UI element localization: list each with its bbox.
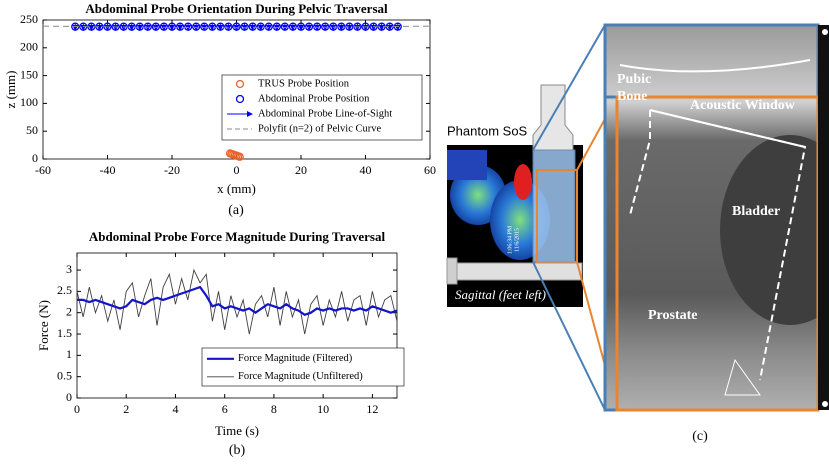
chart-title: Abdominal Probe Orientation During Pelvi…: [85, 1, 388, 16]
probe-body: [532, 149, 576, 263]
y-tick-label: 2.5: [57, 283, 72, 297]
plot-frame: [76, 252, 398, 399]
y-tick-label: 1.5: [57, 326, 72, 340]
zoom-line: [532, 261, 606, 411]
x-tick-label: 0: [234, 163, 240, 177]
phantom-panel: Phantom SoS Sagittal (feet left) 1:06:34…: [446, 84, 583, 307]
timestamp: 1:06:34 PM: [507, 225, 513, 254]
panel-label: (a): [228, 203, 244, 218]
window-line: [629, 110, 651, 216]
series-line: [76, 268, 398, 335]
y-tick-label: 1: [66, 347, 72, 361]
rod: [455, 262, 583, 281]
legend-label: Polyfit (n=2) of Pelvic Curve: [258, 123, 381, 134]
zoom-line: [532, 24, 606, 151]
legend-label: TRUS Probe Position: [258, 78, 350, 89]
phantom-title: Phantom SoS: [447, 123, 528, 138]
y-tick-label: 0: [32, 151, 38, 165]
series-line: [77, 285, 398, 317]
y-tick-label: 50: [26, 123, 38, 137]
x-tick-label: 60: [424, 163, 436, 177]
y-tick-label: 200: [20, 40, 38, 54]
anatomy-label: Prostate: [648, 308, 698, 323]
point: [235, 152, 244, 161]
x-tick-label: 40: [360, 163, 372, 177]
y-axis-label: z (mm): [3, 71, 18, 109]
x-tick-label: -40: [100, 163, 116, 177]
y-tick-label: 100: [20, 95, 38, 109]
bladder-region: [720, 135, 829, 325]
image-dot: [822, 29, 828, 35]
panel-label: (c): [692, 429, 708, 444]
y-tick-label: 0.5: [57, 368, 72, 382]
y-axis-label: Force (N): [36, 300, 51, 351]
legend-box: [221, 74, 423, 141]
y-tick-label: 2: [66, 304, 72, 318]
legend-swatch: [235, 94, 245, 104]
phantom-blob: [447, 150, 487, 180]
anatomy-label: Pubic: [617, 72, 651, 87]
legend-label: Abdominal Probe Position: [258, 93, 370, 104]
date: 11/6/2015: [514, 228, 520, 252]
fit-line: [42, 25, 431, 29]
phantom-caption: Sagittal (feet left): [455, 287, 546, 302]
x-axis-label: x (mm): [217, 181, 256, 196]
legend-label: Abdominal Probe Line-of-Sight: [258, 108, 392, 119]
x-tick-label: 2: [123, 402, 129, 416]
image-dot: [822, 401, 828, 407]
legend-swatch: [235, 79, 245, 89]
chart-title: Abdominal Probe Force Magnitude During T…: [89, 229, 386, 244]
y-tick-label: 250: [20, 12, 38, 26]
legend-box: [201, 347, 405, 387]
y-tick-label: 0: [66, 390, 72, 404]
x-tick-label: 0: [74, 402, 80, 416]
rod-cap: [446, 257, 458, 285]
x-axis-label: Time (s): [215, 423, 259, 438]
y-tick-label: 150: [20, 67, 38, 81]
y-tick-label: 3: [66, 262, 72, 276]
x-tick-label: -20: [164, 163, 180, 177]
anatomy-label: Bladder: [732, 204, 780, 219]
x-tick-label: 10: [317, 402, 329, 416]
legend-label: Force Magnitude (Unfiltered): [238, 371, 363, 382]
x-tick-label: 8: [271, 402, 277, 416]
bone-line: [619, 59, 811, 73]
panel-label: (b): [229, 443, 246, 458]
image-edge: [818, 25, 829, 410]
probe-mark: [724, 358, 761, 396]
x-tick-label: 20: [295, 163, 307, 177]
probe-region: [536, 169, 578, 263]
window-top: [649, 109, 806, 148]
anatomy-label: Bone: [617, 89, 647, 104]
x-tick-label: 4: [172, 402, 178, 416]
x-tick-label: 12: [366, 402, 378, 416]
anatomy-label: Acoustic Window: [690, 98, 796, 113]
legend-label: Force Magnitude (Filtered): [238, 353, 353, 364]
ultrasound-panel: Pubic Bone Acoustic Window Bladder Prost…: [603, 23, 829, 412]
phantom-blob: [514, 164, 532, 200]
x-tick-label: 6: [222, 402, 228, 416]
x-tick-label: -60: [35, 163, 51, 177]
